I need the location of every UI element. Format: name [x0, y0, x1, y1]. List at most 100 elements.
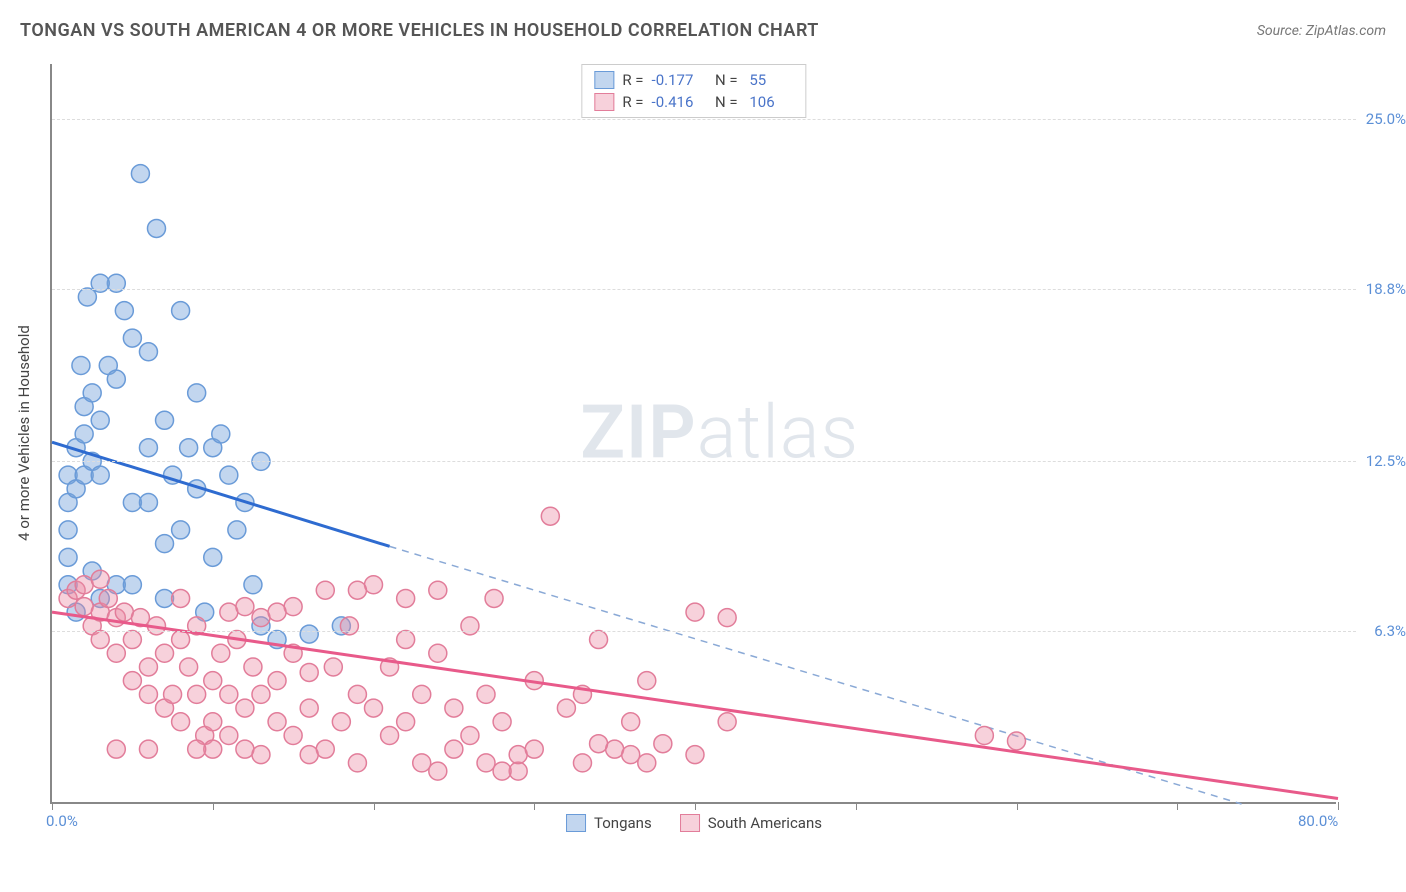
- y-tick-label: 12.5%: [1346, 452, 1406, 470]
- scatter-point: [316, 581, 334, 599]
- scatter-point: [91, 631, 109, 649]
- x-tick: [1177, 802, 1178, 810]
- scatter-point: [493, 762, 511, 780]
- scatter-point: [236, 699, 254, 717]
- scatter-point: [204, 740, 222, 758]
- scatter-point: [139, 343, 157, 361]
- scatter-point: [139, 494, 157, 512]
- scatter-point: [172, 521, 190, 539]
- scatter-point: [332, 713, 350, 731]
- x-tick: [213, 802, 214, 810]
- scatter-point: [590, 735, 608, 753]
- source-name: ZipAtlas.com: [1306, 23, 1386, 39]
- scatter-point: [91, 466, 109, 484]
- x-tick: [534, 802, 535, 810]
- scatter-point: [429, 762, 447, 780]
- scatter-point: [172, 631, 190, 649]
- r-label: R =: [622, 71, 643, 89]
- stats-legend: R =-0.177 N = 55R =-0.416 N = 106: [581, 64, 806, 118]
- series-name: Tongans: [594, 814, 652, 832]
- scatter-point: [557, 699, 575, 717]
- scatter-point: [493, 713, 511, 731]
- scatter-point: [123, 631, 141, 649]
- scatter-point: [220, 603, 238, 621]
- scatter-point: [99, 589, 117, 607]
- scatter-point: [365, 699, 383, 717]
- scatter-point: [413, 685, 431, 703]
- source-label: Source:: [1257, 23, 1302, 39]
- series-legend-item: South Americans: [680, 814, 822, 832]
- scatter-point: [172, 302, 190, 320]
- r-value: -0.416: [652, 93, 700, 111]
- x-tick: [695, 802, 696, 810]
- scatter-point: [91, 570, 109, 588]
- scatter-point: [212, 644, 230, 662]
- chart-svg: [52, 64, 1336, 802]
- scatter-point: [180, 439, 198, 457]
- x-tick: [52, 802, 53, 810]
- scatter-point: [244, 576, 262, 594]
- legend-swatch: [594, 93, 614, 111]
- scatter-point: [397, 631, 415, 649]
- scatter-point: [220, 726, 238, 744]
- scatter-point: [300, 746, 318, 764]
- scatter-point: [686, 603, 704, 621]
- scatter-point: [204, 548, 222, 566]
- scatter-point: [75, 576, 93, 594]
- r-label: R =: [622, 93, 643, 111]
- gridline: [52, 119, 1356, 120]
- scatter-point: [107, 370, 125, 388]
- scatter-point: [172, 713, 190, 731]
- regression-line: [52, 442, 390, 546]
- chart-title: TONGAN VS SOUTH AMERICAN 4 OR MORE VEHIC…: [20, 20, 819, 41]
- y-tick-label: 18.8%: [1346, 280, 1406, 298]
- scatter-point: [573, 754, 591, 772]
- scatter-point: [107, 644, 125, 662]
- scatter-point: [477, 754, 495, 772]
- series-legend-item: Tongans: [566, 814, 652, 832]
- scatter-point: [622, 713, 640, 731]
- scatter-point: [429, 644, 447, 662]
- scatter-point: [509, 762, 527, 780]
- scatter-point: [220, 466, 238, 484]
- stats-legend-row: R = -0.416 N = 106: [594, 91, 793, 113]
- scatter-point: [525, 740, 543, 758]
- scatter-point: [397, 589, 415, 607]
- scatter-point: [316, 740, 334, 758]
- scatter-point: [509, 746, 527, 764]
- scatter-point: [975, 726, 993, 744]
- n-value: 55: [746, 71, 794, 89]
- scatter-point: [156, 411, 174, 429]
- x-tick: [1338, 802, 1339, 810]
- scatter-point: [180, 658, 198, 676]
- scatter-point: [590, 631, 608, 649]
- n-value: 106: [746, 93, 794, 111]
- scatter-point: [164, 685, 182, 703]
- plot-area: 4 or more Vehicles in Household ZIPatlas…: [50, 64, 1336, 804]
- scatter-point: [324, 658, 342, 676]
- scatter-point: [172, 589, 190, 607]
- scatter-point: [638, 754, 656, 772]
- scatter-point: [156, 644, 174, 662]
- scatter-point: [188, 740, 206, 758]
- scatter-point: [115, 603, 133, 621]
- scatter-point: [397, 713, 415, 731]
- scatter-point: [139, 685, 157, 703]
- y-tick-label: 6.3%: [1346, 622, 1406, 640]
- scatter-point: [204, 672, 222, 690]
- scatter-point: [268, 713, 286, 731]
- scatter-point: [1008, 732, 1026, 750]
- scatter-point: [123, 576, 141, 594]
- scatter-point: [72, 356, 90, 374]
- scatter-point: [91, 411, 109, 429]
- scatter-point: [300, 699, 318, 717]
- scatter-point: [139, 740, 157, 758]
- scatter-point: [123, 329, 141, 347]
- scatter-point: [461, 726, 479, 744]
- stats-legend-row: R =-0.177 N = 55: [594, 69, 793, 91]
- scatter-point: [236, 598, 254, 616]
- scatter-point: [236, 740, 254, 758]
- n-label: N =: [708, 93, 738, 111]
- legend-swatch: [680, 814, 700, 832]
- scatter-point: [477, 685, 495, 703]
